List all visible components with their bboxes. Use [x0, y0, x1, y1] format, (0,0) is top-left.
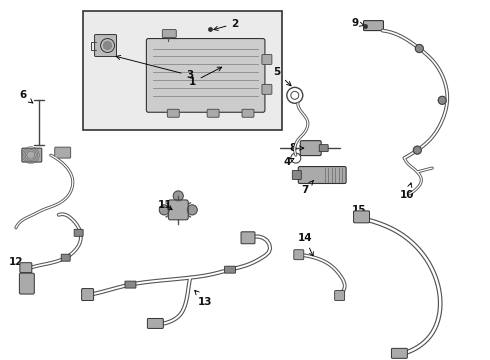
FancyBboxPatch shape	[298, 167, 346, 184]
FancyBboxPatch shape	[20, 273, 34, 294]
Text: 1: 1	[189, 67, 221, 87]
Circle shape	[103, 41, 112, 50]
Text: 4: 4	[283, 157, 294, 167]
Text: 5: 5	[273, 67, 291, 86]
Text: 2: 2	[214, 19, 239, 31]
Text: 6: 6	[19, 90, 33, 103]
FancyBboxPatch shape	[300, 141, 321, 156]
Circle shape	[416, 45, 423, 53]
FancyBboxPatch shape	[241, 232, 255, 244]
FancyBboxPatch shape	[55, 147, 71, 158]
Circle shape	[173, 191, 183, 201]
FancyBboxPatch shape	[147, 319, 163, 328]
Text: 12: 12	[9, 257, 28, 267]
FancyBboxPatch shape	[242, 109, 254, 117]
FancyBboxPatch shape	[207, 109, 219, 117]
FancyBboxPatch shape	[224, 266, 236, 273]
FancyBboxPatch shape	[125, 281, 136, 288]
FancyBboxPatch shape	[319, 145, 328, 152]
Text: 8: 8	[289, 143, 304, 153]
Circle shape	[438, 96, 446, 104]
FancyBboxPatch shape	[294, 250, 304, 260]
FancyBboxPatch shape	[167, 109, 179, 117]
Text: 13: 13	[195, 291, 212, 306]
FancyBboxPatch shape	[95, 35, 117, 57]
FancyBboxPatch shape	[20, 263, 32, 273]
Text: 15: 15	[352, 205, 367, 219]
FancyBboxPatch shape	[262, 84, 272, 94]
Text: 11: 11	[158, 200, 172, 210]
FancyBboxPatch shape	[162, 30, 176, 37]
FancyBboxPatch shape	[82, 289, 94, 301]
FancyBboxPatch shape	[168, 200, 188, 220]
FancyBboxPatch shape	[364, 21, 384, 31]
FancyBboxPatch shape	[22, 148, 42, 162]
Circle shape	[159, 205, 169, 215]
Circle shape	[414, 146, 421, 154]
FancyBboxPatch shape	[74, 229, 83, 236]
FancyBboxPatch shape	[293, 171, 301, 180]
FancyBboxPatch shape	[354, 211, 369, 223]
FancyBboxPatch shape	[61, 254, 70, 261]
FancyBboxPatch shape	[335, 291, 344, 301]
Text: 9: 9	[351, 18, 364, 28]
Circle shape	[187, 205, 197, 215]
FancyBboxPatch shape	[147, 39, 265, 112]
FancyBboxPatch shape	[262, 54, 272, 64]
Text: 7: 7	[301, 181, 313, 195]
FancyBboxPatch shape	[392, 348, 407, 358]
Text: 3: 3	[116, 55, 194, 80]
Text: 10: 10	[400, 183, 415, 200]
Bar	[83, 11, 282, 130]
Text: 14: 14	[297, 233, 313, 256]
